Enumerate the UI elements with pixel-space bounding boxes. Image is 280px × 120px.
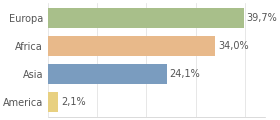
Bar (48, 8, 244, 28)
Bar (48, 36, 215, 56)
Bar (48, 64, 167, 84)
Text: 24,1%: 24,1% (170, 69, 200, 79)
Text: 39,7%: 39,7% (246, 13, 277, 23)
Text: 2,1%: 2,1% (61, 97, 86, 107)
Bar (48, 92, 58, 112)
Text: 34,0%: 34,0% (218, 41, 249, 51)
